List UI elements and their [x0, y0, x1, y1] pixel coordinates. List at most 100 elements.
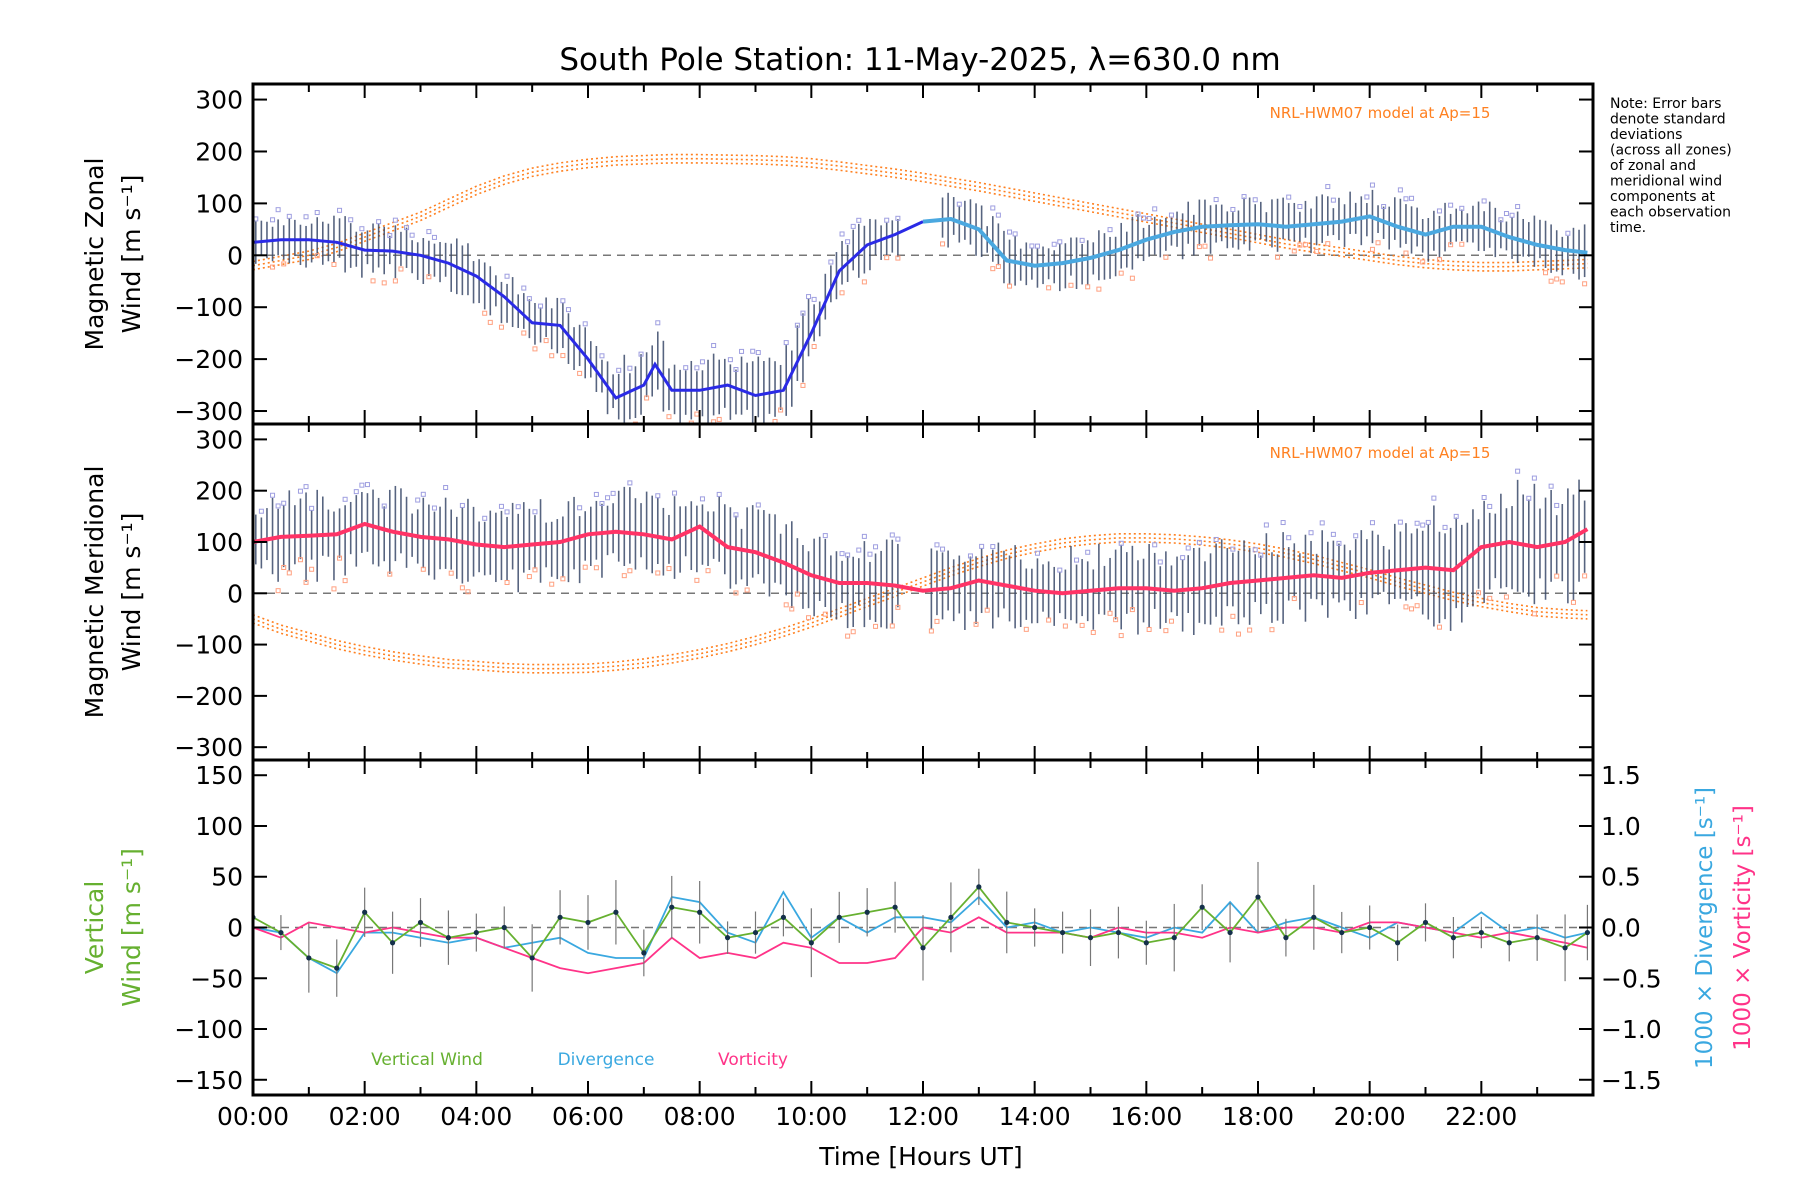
meridional-scatter-point: [1531, 611, 1537, 617]
zonal-scatter-point: [800, 310, 806, 316]
vertical-plot-area: [253, 861, 1593, 997]
meridional-scatter-point: [387, 571, 393, 577]
zonal-scatter-point: [1129, 275, 1135, 281]
vertical-y-tick-label: 100: [195, 812, 243, 841]
meridional-scatter-point: [1113, 617, 1119, 623]
zonal-scatter-point: [990, 266, 996, 272]
zonal-scatter-point: [1397, 187, 1403, 193]
meridional-model-curve: [253, 541, 1588, 674]
meridional-scatter-point: [1057, 567, 1063, 573]
zonal-scatter-point: [1029, 243, 1035, 249]
zonal-scatter-point: [1107, 227, 1113, 233]
vertical-wind-point: [948, 914, 954, 920]
zonal-scatter-point: [1079, 237, 1085, 243]
zonal-scatter-point: [482, 310, 488, 316]
x-tick-label: 10:00: [775, 1102, 847, 1131]
y2-tick-label: 0.0: [1601, 914, 1641, 943]
meridional-y-tick-label: 200: [195, 477, 243, 506]
meridional-scatter-point: [928, 628, 934, 634]
meridional-scatter-point: [694, 577, 700, 583]
zonal-scatter-point: [599, 353, 605, 359]
zonal-scatter-point: [314, 253, 320, 259]
meridional-scatter-point: [1107, 610, 1113, 616]
zonal-scatter-point: [1448, 202, 1454, 208]
meridional-scatter-point: [420, 566, 426, 572]
meridional-scatter-point: [621, 573, 627, 579]
note-line: (across all zones): [1610, 143, 1732, 159]
vorticity-axis-label: 1000 × Vorticity [s⁻¹]: [1730, 805, 1756, 1051]
zonal-scatter-point: [1375, 240, 1381, 246]
meridional-scatter-point: [593, 491, 599, 497]
zonal-scatter-point: [1034, 243, 1040, 249]
meridional-scatter-point: [1442, 524, 1448, 530]
zonal-scatter-point: [1559, 279, 1565, 285]
meridional-scatter-point: [582, 564, 588, 570]
vertical-wind-point: [1562, 945, 1568, 951]
zonal-y-tick-label: 300: [195, 86, 243, 115]
meridional-scatter-point: [1157, 559, 1163, 565]
meridional-scatter-point: [1213, 536, 1219, 542]
zonal-scatter-point: [839, 290, 845, 296]
zonal-scatter-point: [1314, 248, 1320, 254]
vertical-y-tick-label: −50: [190, 964, 243, 993]
meridional-scatter-point: [431, 505, 437, 511]
zonal-scatter-point: [694, 365, 700, 371]
vertical-y-tick-label: 0: [227, 914, 243, 943]
meridional-scatter-point: [889, 532, 895, 538]
meridional-scatter-point: [1414, 520, 1420, 526]
meridional-scatter-point: [1263, 522, 1269, 528]
zonal-scatter-point: [1509, 212, 1515, 218]
zonal-scatter-point: [1213, 197, 1219, 203]
meridional-scatter-point: [822, 611, 828, 617]
zonal-model-curve: [253, 153, 1588, 264]
vertical-wind-point: [976, 884, 982, 890]
vertical-wind-point: [1087, 935, 1094, 941]
meridional-scatter-point: [281, 564, 287, 570]
zonal-scatter-point: [1057, 239, 1063, 245]
meridional-scatter-point: [1235, 631, 1241, 637]
note-line: of zonal and: [1610, 158, 1696, 174]
zonal-scatter-point: [850, 223, 856, 229]
meridional-scatter-point: [856, 547, 862, 553]
vertical-ylabel-line1: Vertical: [80, 881, 109, 975]
zonal-scatter-point: [739, 348, 745, 354]
zonal-scatter-point: [565, 307, 571, 313]
zonal-scatter-point: [331, 261, 337, 267]
meridional-scatter-point: [973, 621, 979, 627]
meridional-scatter-point: [1280, 520, 1286, 526]
zonal-scatter-point: [1364, 194, 1370, 200]
zonal-scatter-point: [582, 321, 588, 327]
zonal-scatter-point: [995, 212, 1001, 218]
vertical-wind-point: [724, 935, 731, 941]
meridional-scatter-point: [1291, 596, 1297, 602]
meridional-scatter-point: [286, 570, 292, 576]
zonal-scatter-point: [895, 215, 901, 221]
meridional-scatter-point: [420, 491, 426, 497]
vertical-wind-point: [1584, 929, 1591, 936]
zonal-scatter-point: [1436, 208, 1442, 214]
zonal-scatter-point: [314, 210, 320, 216]
x-tick-label: 16:00: [1110, 1102, 1182, 1131]
meridional-scatter-point: [873, 544, 879, 550]
meridional-scatter-point: [1034, 550, 1040, 556]
vertical-wind-point: [1004, 919, 1010, 926]
vertical-wind-point: [808, 940, 814, 946]
vertical-wind-point: [1115, 929, 1122, 936]
meridional-scatter-point: [381, 503, 387, 509]
x-tick-label: 20:00: [1334, 1102, 1406, 1131]
zonal-scatter-point: [683, 365, 689, 371]
zonal-scatter-point: [1241, 194, 1247, 200]
vertical-wind-point: [752, 929, 759, 936]
meridional-scatter-point: [699, 496, 705, 502]
zonal-ylabel-line2: Wind [m s⁻¹]: [117, 175, 146, 334]
zonal-scatter-point: [1515, 204, 1521, 210]
zonal-scatter-point: [1582, 281, 1588, 287]
zonal-scatter-point: [1459, 241, 1465, 247]
zonal-scatter-point: [1012, 231, 1018, 237]
meridional-scatter-point: [934, 618, 940, 624]
zonal-scatter-point: [521, 330, 527, 336]
meridional-scatter-point: [1319, 520, 1325, 526]
meridional-scatter-point: [1453, 513, 1459, 519]
zonal-scatter-point: [431, 234, 437, 240]
